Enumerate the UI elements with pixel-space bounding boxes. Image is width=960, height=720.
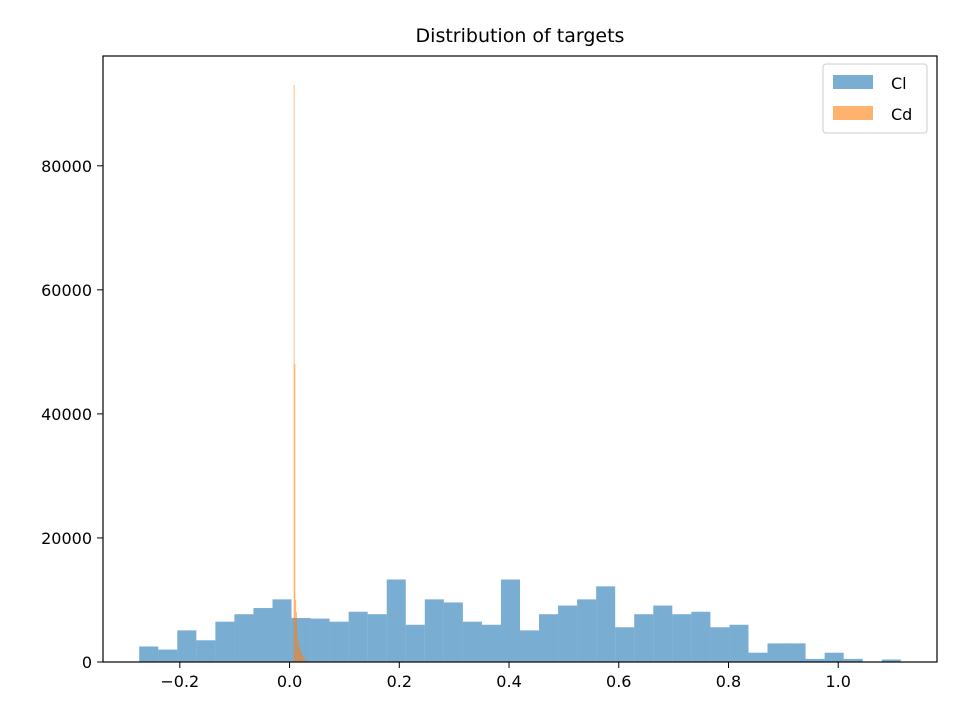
y-tick-label: 80000	[41, 157, 92, 176]
bar-cl-13	[386, 579, 406, 662]
y-tick-label: 40000	[41, 405, 92, 424]
bar-cl-39	[881, 659, 901, 662]
bar-cd-4	[296, 634, 298, 662]
bar-cd-14	[305, 660, 307, 662]
bar-cl-22	[558, 605, 578, 662]
bar-cl-24	[596, 586, 616, 662]
chart-title: Distribution of targets	[416, 25, 625, 47]
bar-cd-9	[301, 652, 302, 662]
x-tick-label: 1.0	[826, 672, 851, 691]
bar-cl-31	[729, 624, 749, 662]
bar-cl-2	[177, 630, 197, 662]
plot-frame	[102, 55, 938, 663]
y-tick-label: 60000	[41, 281, 92, 300]
bar-cl-29	[691, 611, 711, 662]
bar-cl-26	[634, 614, 654, 662]
bar-cd-13	[304, 658, 306, 662]
bar-cl-12	[367, 614, 387, 662]
bar-cd-1	[294, 364, 296, 662]
legend: Cl Cd	[822, 63, 928, 134]
bar-cl-3	[196, 640, 216, 662]
bar-cd-5	[297, 640, 299, 662]
bar-cl-23	[577, 599, 597, 662]
bar-cl-9	[310, 618, 330, 662]
x-tick-label: 0.6	[606, 672, 631, 691]
bar-cl-37	[843, 658, 863, 662]
bar-cl-18	[481, 624, 501, 662]
bar-cl-20	[520, 630, 540, 662]
bar-cd-6	[298, 644, 300, 662]
x-axis: −0.2 0.0 0.2 0.4 0.6 0.8 1.0	[160, 662, 851, 691]
legend-label-cd: Cd	[891, 105, 912, 124]
bar-cl-30	[710, 627, 730, 662]
x-tick-label: 0.8	[716, 672, 741, 691]
bar-cl-17	[462, 621, 482, 662]
bar-cl-11	[348, 611, 368, 662]
bar-cl-36	[824, 652, 844, 662]
bar-cl-34	[786, 643, 806, 662]
bar-cd-8	[300, 650, 302, 662]
legend-swatch-cl	[833, 75, 873, 89]
x-tick-label: 0.4	[496, 672, 521, 691]
bar-cl-6	[253, 608, 273, 662]
bar-cl-35	[805, 658, 825, 662]
bar-cd-0	[293, 85, 295, 662]
bar-cd-12	[303, 657, 305, 662]
bar-cd-15	[306, 660, 307, 662]
x-tick-label: 0.0	[277, 672, 302, 691]
bar-cl-21	[539, 614, 559, 662]
bar-cl-0	[139, 646, 159, 662]
bar-cl-10	[329, 621, 349, 662]
x-tick-label: −0.2	[160, 672, 199, 691]
x-tick-label: 0.2	[387, 672, 412, 691]
bar-cl-4	[215, 621, 235, 662]
bar-cl-1	[158, 649, 178, 662]
y-axis: 0 20000 40000 60000 80000	[41, 157, 103, 672]
bar-cl-25	[615, 627, 635, 662]
bar-cl-5	[234, 614, 254, 662]
bar-cd-11	[302, 656, 304, 662]
bar-cd-2	[295, 599, 297, 662]
bar-cl-27	[653, 605, 673, 662]
bar-cl-14	[405, 624, 425, 662]
bars-layer	[139, 85, 901, 662]
bar-cl-16	[443, 602, 463, 662]
y-tick-label: 0	[82, 653, 92, 672]
legend-label-cl: Cl	[891, 74, 907, 93]
bar-cd-3	[296, 612, 297, 662]
bar-cl-19	[500, 579, 520, 662]
bar-cl-33	[767, 643, 787, 662]
bar-cl-15	[424, 599, 444, 662]
legend-swatch-cd	[833, 106, 873, 120]
bar-cl-28	[672, 614, 692, 662]
bar-cd-10	[301, 654, 303, 662]
bar-cd-7	[299, 648, 301, 662]
bar-cl-32	[748, 652, 768, 662]
bar-cl-7	[272, 599, 292, 662]
y-tick-label: 20000	[41, 529, 92, 548]
